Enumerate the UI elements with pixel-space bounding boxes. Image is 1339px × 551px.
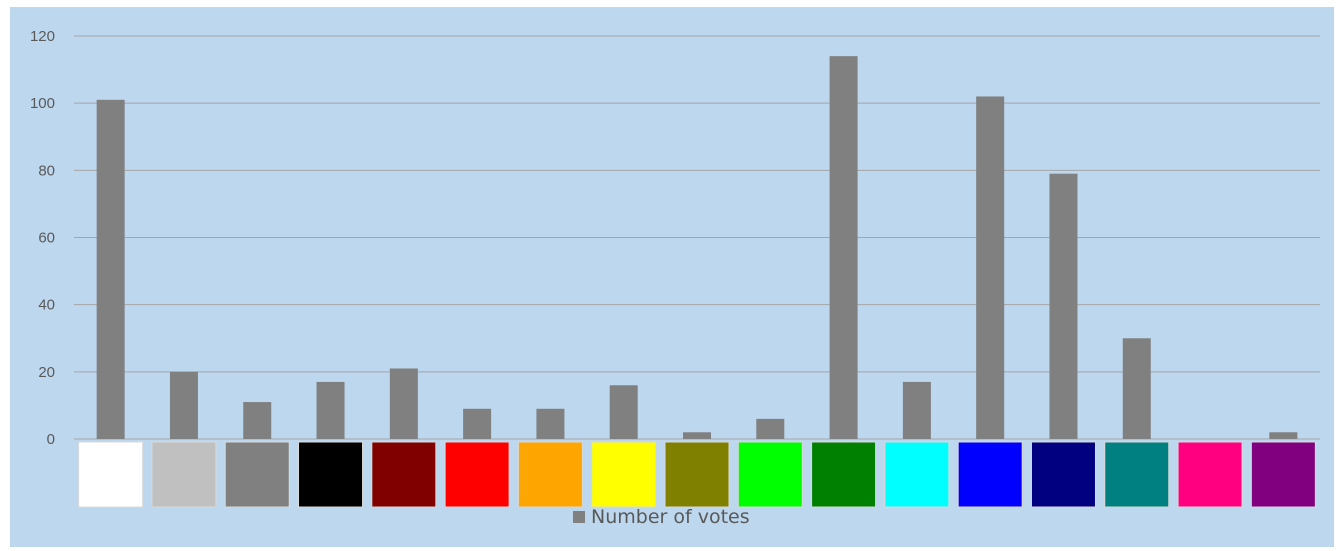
category-swatch-white	[78, 441, 144, 508]
bar-black	[316, 381, 345, 439]
category-swatch-blue	[957, 441, 1023, 508]
category-swatch-navy	[1030, 441, 1096, 508]
y-tick-label: 60	[38, 230, 55, 247]
bar-white	[96, 99, 125, 439]
y-tick-label: 80	[38, 162, 55, 179]
bar-olive	[683, 432, 711, 439]
category-swatch-pink	[1177, 441, 1243, 508]
bar-lime	[756, 418, 785, 439]
y-tick-label: 40	[38, 297, 55, 314]
category-swatch-olive	[664, 441, 730, 508]
bar-blue	[976, 96, 1005, 439]
category-swatch-silver	[151, 441, 217, 508]
y-tick-label: 100	[30, 95, 55, 112]
legend: Number of votes	[573, 506, 750, 528]
bar-purple	[1269, 432, 1298, 439]
bar-maroon	[389, 368, 418, 439]
category-swatch-maroon	[371, 441, 437, 508]
y-tick-label: 20	[38, 364, 55, 381]
bar-silver	[169, 371, 198, 439]
y-tick-label: 0	[47, 431, 55, 448]
bar-teal	[1122, 338, 1151, 439]
bar-gray	[243, 402, 272, 439]
category-swatch-gray	[224, 441, 290, 508]
category-swatch-cyan	[884, 441, 950, 508]
legend-swatch	[573, 511, 585, 523]
category-swatch-black	[298, 441, 364, 508]
category-swatch-lime	[737, 441, 803, 508]
category-swatch-teal	[1104, 441, 1170, 508]
bar-red	[463, 408, 492, 439]
bar-cyan	[902, 381, 931, 439]
category-swatch-red	[444, 441, 510, 508]
legend-label: Number of votes	[591, 506, 750, 528]
category-swatch-green	[811, 441, 877, 508]
category-swatch-orange	[517, 441, 583, 508]
bar-orange	[536, 408, 565, 439]
category-swatch-purple	[1250, 441, 1316, 508]
y-tick-label: 120	[30, 28, 55, 45]
bar-yellow	[609, 385, 638, 439]
bar-green	[829, 56, 858, 440]
bar-navy	[1049, 173, 1078, 440]
category-swatch-yellow	[591, 441, 657, 508]
